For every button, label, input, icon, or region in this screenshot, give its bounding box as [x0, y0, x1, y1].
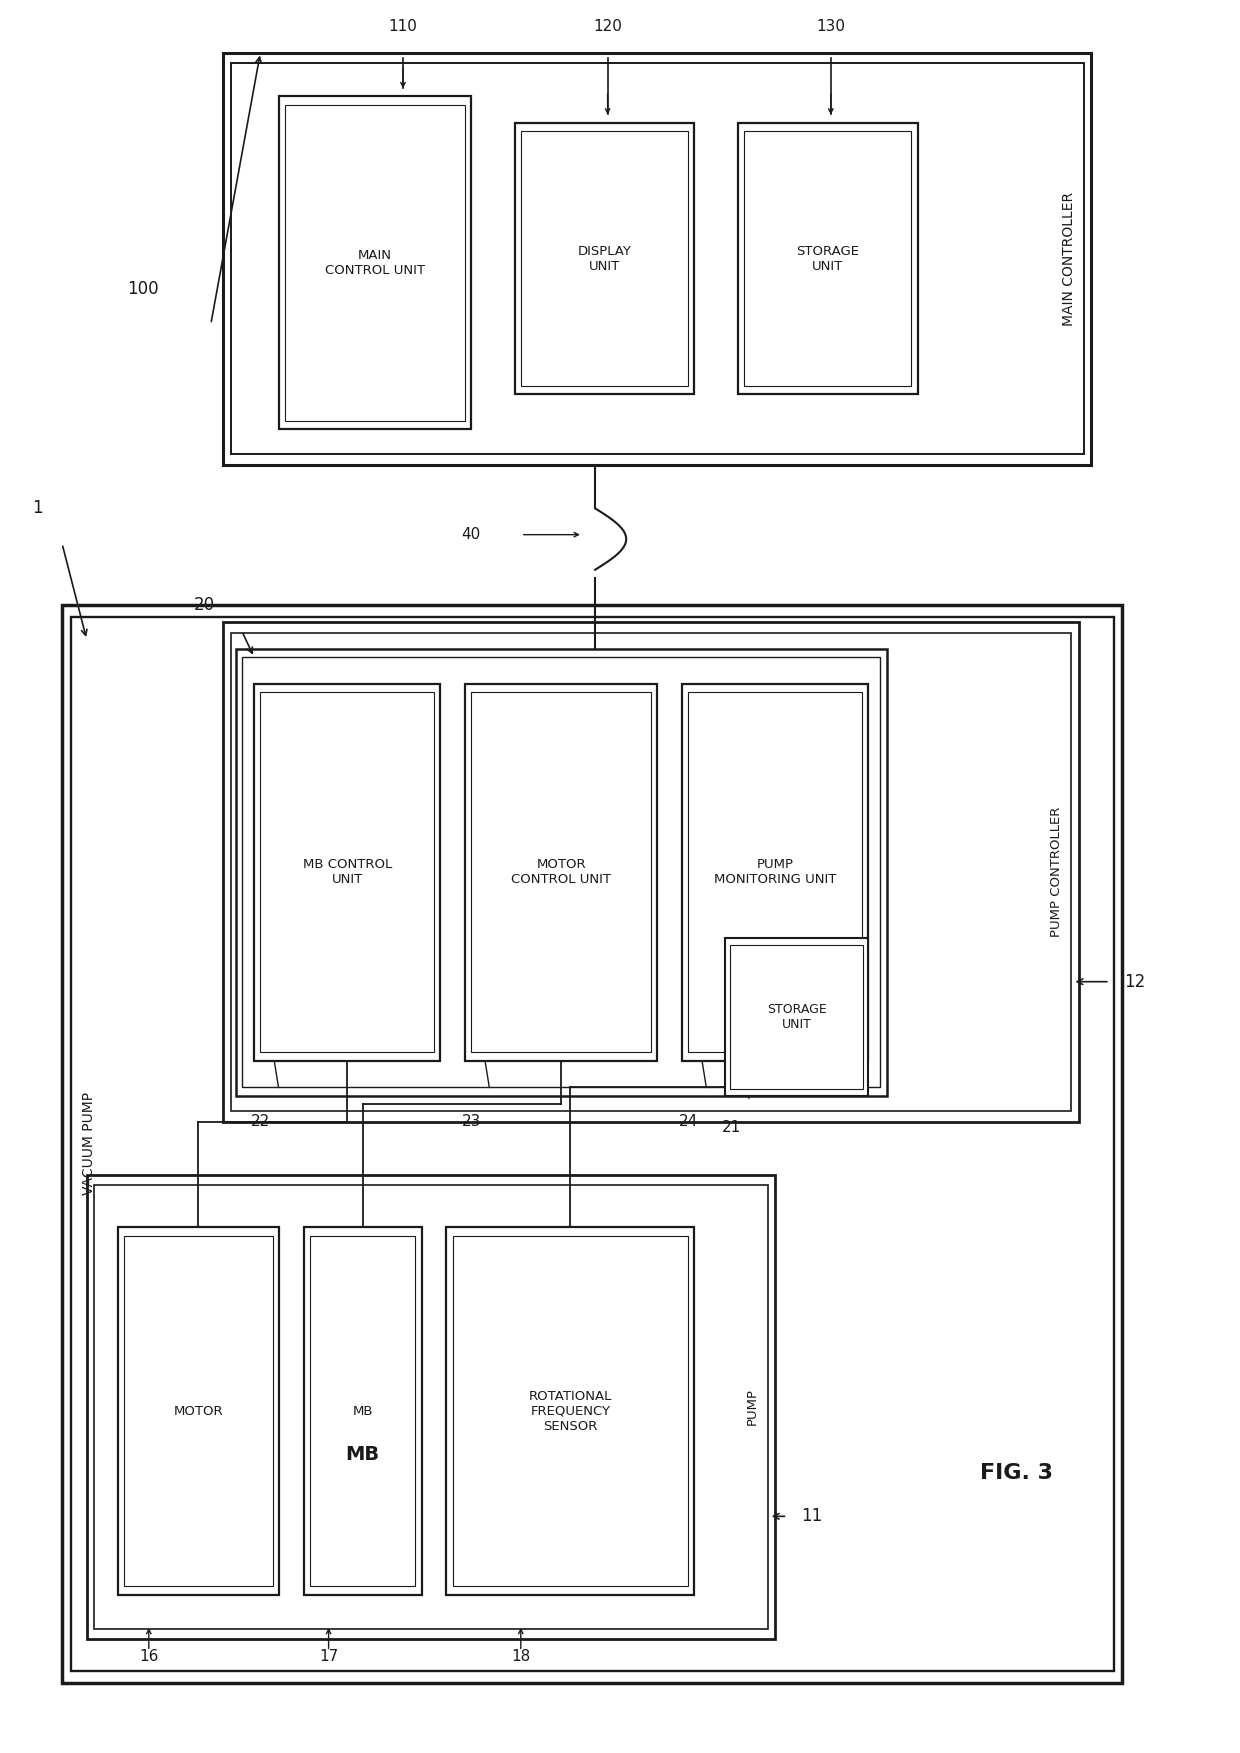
Bar [87, 1175, 775, 1639]
Text: 40: 40 [461, 528, 481, 542]
Text: 20: 20 [193, 596, 216, 614]
Text: DISPLAY
UNIT: DISPLAY UNIT [578, 245, 631, 272]
Bar [236, 649, 887, 1096]
Text: MB: MB [346, 1446, 379, 1464]
Text: PUMP: PUMP [746, 1388, 759, 1425]
Bar [744, 131, 911, 386]
Bar [124, 1236, 273, 1586]
Text: MAIN CONTROLLER: MAIN CONTROLLER [1061, 191, 1076, 326]
Text: 1: 1 [32, 500, 42, 517]
Text: 18: 18 [511, 1650, 531, 1664]
Bar [688, 692, 862, 1052]
Text: STORAGE
UNIT: STORAGE UNIT [796, 245, 859, 272]
Text: 120: 120 [593, 19, 622, 33]
Bar [254, 684, 440, 1061]
Text: 21: 21 [722, 1120, 742, 1134]
Bar [730, 945, 863, 1089]
Bar [465, 684, 657, 1061]
Text: 110: 110 [388, 19, 418, 33]
Text: 23: 23 [461, 1115, 481, 1129]
Bar [446, 1227, 694, 1595]
Bar [118, 1227, 279, 1595]
Bar [471, 692, 651, 1052]
Bar [94, 1185, 768, 1629]
Text: FIG. 3: FIG. 3 [981, 1462, 1053, 1483]
Bar [725, 938, 868, 1096]
Bar [242, 657, 880, 1087]
Bar [521, 131, 688, 386]
Text: STORAGE
UNIT: STORAGE UNIT [766, 1003, 827, 1031]
Text: 11: 11 [801, 1508, 823, 1525]
Bar [453, 1236, 688, 1586]
Text: 16: 16 [139, 1650, 159, 1664]
Text: MB: MB [352, 1404, 373, 1418]
Text: 22: 22 [250, 1115, 270, 1129]
Text: MOTOR: MOTOR [174, 1404, 223, 1418]
Bar [515, 123, 694, 394]
Bar [310, 1236, 415, 1586]
Bar [231, 633, 1071, 1111]
Text: 24: 24 [678, 1115, 698, 1129]
Text: PUMP CONTROLLER: PUMP CONTROLLER [1050, 806, 1063, 938]
Text: 17: 17 [319, 1650, 339, 1664]
Text: 12: 12 [1123, 973, 1146, 990]
Text: 100: 100 [126, 280, 159, 298]
Bar [285, 105, 465, 421]
Bar [260, 692, 434, 1052]
Text: MOTOR
CONTROL UNIT: MOTOR CONTROL UNIT [511, 859, 611, 885]
Bar [304, 1227, 422, 1595]
Bar [223, 53, 1091, 465]
Bar [71, 617, 1114, 1671]
Bar [279, 96, 471, 429]
Text: VACUUM PUMP: VACUUM PUMP [82, 1092, 97, 1196]
Text: ROTATIONAL
FREQUENCY
SENSOR: ROTATIONAL FREQUENCY SENSOR [528, 1390, 613, 1432]
Text: 130: 130 [816, 19, 846, 33]
Text: MAIN
CONTROL UNIT: MAIN CONTROL UNIT [325, 249, 425, 277]
Bar [738, 123, 918, 394]
Bar [223, 622, 1079, 1122]
Text: MB CONTROL
UNIT: MB CONTROL UNIT [303, 859, 392, 885]
Bar [231, 63, 1084, 454]
Bar [62, 605, 1122, 1683]
Bar [682, 684, 868, 1061]
Text: PUMP
MONITORING UNIT: PUMP MONITORING UNIT [714, 859, 836, 885]
